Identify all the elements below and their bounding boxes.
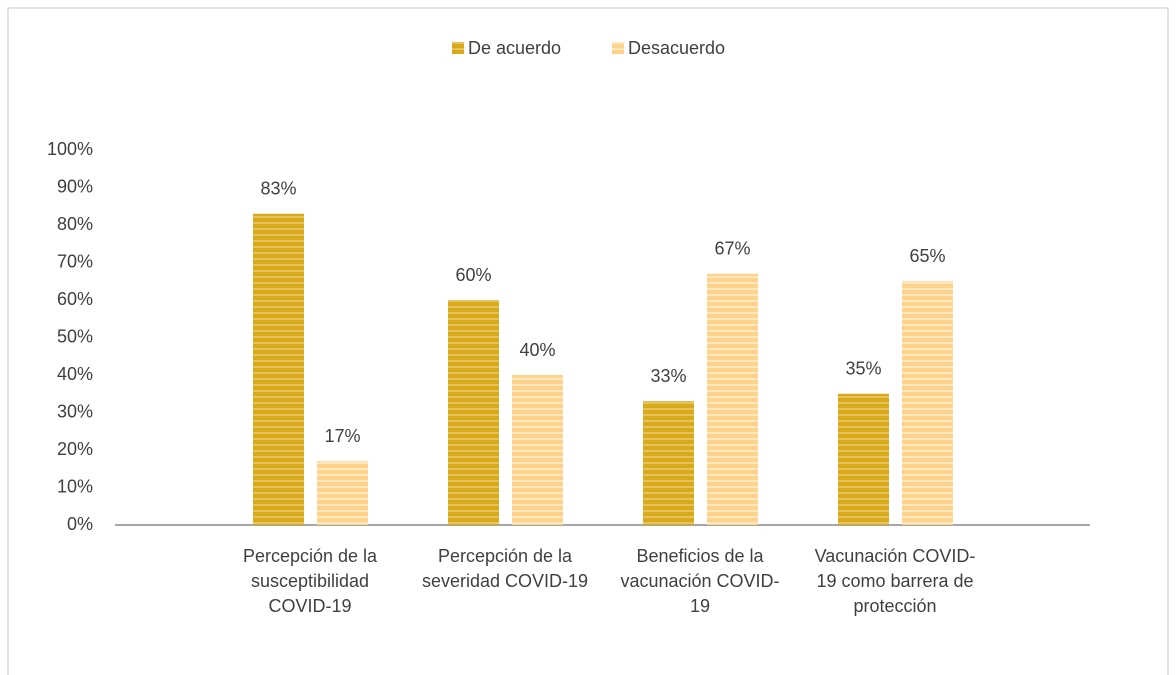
x-tick-label: Percepción de la severidad COVID-19: [421, 546, 589, 591]
legend-swatch: [452, 42, 464, 54]
bar: [253, 213, 304, 525]
data-label: 40%: [519, 340, 555, 360]
bar: [707, 273, 758, 525]
y-tick-label: 30%: [57, 401, 93, 421]
x-tick-label: Beneficios de la vacunación COVID-19: [620, 546, 780, 616]
y-tick-label: 90%: [57, 176, 93, 196]
data-label: 83%: [260, 179, 296, 199]
y-tick-label: 60%: [57, 289, 93, 309]
y-tick-label: 20%: [57, 439, 93, 459]
y-tick-label: 40%: [57, 364, 93, 384]
y-tick-label: 70%: [57, 251, 93, 271]
bar: [448, 300, 499, 525]
y-tick-label: 100%: [47, 139, 93, 159]
data-label: 35%: [845, 359, 881, 379]
data-label: 65%: [909, 246, 945, 266]
bar: [643, 401, 694, 525]
y-tick-label: 0%: [67, 514, 93, 534]
y-tick-label: 10%: [57, 476, 93, 496]
y-tick-label: 50%: [57, 326, 93, 346]
bar: [902, 281, 953, 525]
bar: [512, 375, 563, 525]
x-tick-label: Vacunación COVID-19 como barrera de prot…: [814, 546, 976, 616]
data-label: 17%: [324, 426, 360, 446]
bar: [317, 461, 368, 525]
chart-frame: [7, 7, 1169, 675]
legend-swatch: [612, 42, 624, 54]
legend-label: Desacuerdo: [628, 38, 725, 58]
x-tick-label: Percepción de la susceptibilidad COVID-1…: [242, 546, 378, 616]
bar: [838, 393, 889, 525]
legend-label: De acuerdo: [468, 38, 561, 58]
data-label: 33%: [650, 366, 686, 386]
data-label: 67%: [714, 239, 750, 259]
y-tick-label: 80%: [57, 214, 93, 234]
data-label: 60%: [455, 265, 491, 285]
